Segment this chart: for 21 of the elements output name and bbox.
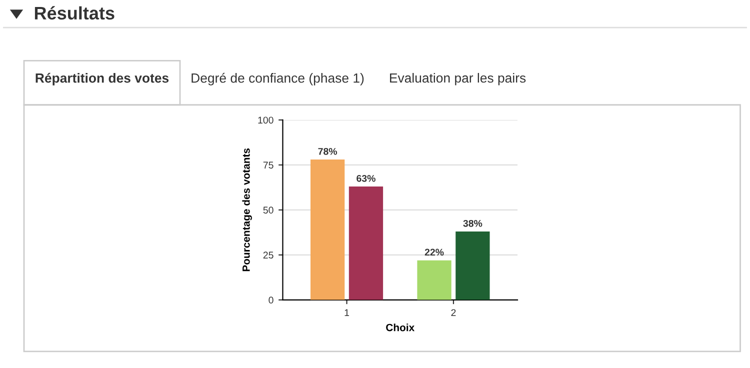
- text: Evaluation par les pairs: [390, 72, 526, 86]
- bar: [310, 160, 345, 300]
- data-label: 38%: [463, 220, 482, 227]
- text: Répartition des votes: [36, 72, 169, 86]
- y-axis-title: Pourcentage des votants: [242, 148, 252, 272]
- y-tick-label: 0: [268, 296, 274, 304]
- x-tick-label: 2: [451, 309, 456, 316]
- data-label: 22%: [424, 248, 444, 256]
- y-tick-label: 25: [263, 252, 274, 259]
- y-tick-label: 50: [263, 206, 274, 214]
- text: Degré de confiance (phase 1): [192, 72, 364, 86]
- bar: [417, 260, 452, 300]
- data-label: 78%: [318, 148, 338, 155]
- y-tick-label: 75: [263, 162, 274, 169]
- x-tick-label: 1: [344, 309, 349, 316]
- data-label: 63%: [356, 174, 376, 182]
- bar: [456, 232, 490, 300]
- y-tick-label: 100: [258, 116, 274, 124]
- bar: [348, 186, 384, 300]
- text: Résultats: [34, 6, 114, 20]
- x-axis-title: Choix: [386, 324, 415, 332]
